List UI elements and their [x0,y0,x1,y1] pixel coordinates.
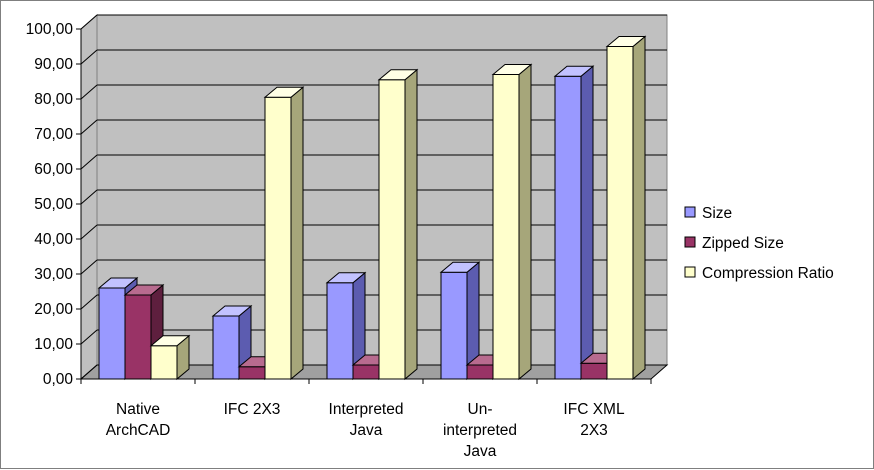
x-category-label-line: ArchCAD [106,422,171,439]
bar-front [580,362,608,380]
y-tick-label: 50,00 [34,196,73,213]
bar [439,261,481,381]
y-tick-label: 60,00 [34,161,73,178]
bar-top [149,335,191,347]
bar [491,63,533,381]
bar-front [98,287,126,380]
bar-front [466,364,494,380]
bar-side [290,86,304,381]
legend: Size Zipped Size Compression Ratio [684,205,834,282]
y-tick-label: 90,00 [34,56,73,73]
bar-front [238,366,266,380]
x-category-label-line: Java [464,443,497,460]
gridline-side [80,84,98,100]
bar-front [326,282,354,380]
gridline-side [80,14,98,30]
x-category-label: Interpreted Java [329,401,404,439]
bar-top [97,277,139,289]
bar-front [124,294,152,380]
bar-side [404,68,418,381]
y-tick-label: 70,00 [34,126,73,143]
gridline-side [80,189,98,205]
gridline-side [80,329,98,345]
bar-front [606,46,634,380]
gridline-side [80,294,98,310]
bar-front [212,315,240,380]
gridline-side [80,119,98,135]
y-tick-label: 20,00 [34,301,73,318]
x-category-label: Un-interpreted Java [443,401,517,460]
gridline-side [80,259,98,275]
legend-label: Size [702,205,732,222]
x-category-label-line: Native [116,401,160,418]
legend-label: Compression Ratio [702,265,834,282]
bar-top [211,305,253,317]
bar-top [123,284,165,296]
bar-front [264,96,292,380]
bar-top [439,261,481,273]
x-category-label-line: Un- [468,401,493,418]
bar [553,65,595,381]
bar-front [150,345,178,380]
bar-front [378,79,406,380]
x-category-label: IFC 2X3 [224,401,281,418]
x-category-label-line: IFC XML [563,401,625,418]
bar-front [492,74,520,380]
bar-side [518,63,532,381]
bar-top [491,64,533,75]
bar-top [325,272,367,284]
bar-front [440,271,468,380]
bar-top [263,86,305,98]
x-category-label-line: interpreted [443,422,517,439]
bar-top [553,65,595,77]
bar-top [377,69,419,81]
gridline-side [80,154,98,170]
x-category-label: IFC XML 2X3 [563,401,625,439]
bar [377,68,419,381]
legend-swatch [684,236,696,248]
x-category-label: Native ArchCAD [106,401,171,439]
bar [605,35,647,381]
y-tick-label: 10,00 [34,336,73,353]
bar [325,271,367,381]
bar-side [580,65,594,381]
gridline-side [80,224,98,240]
bar-front [554,75,582,380]
bar-top [605,36,647,47]
y-tick-label: 0,00 [43,371,74,388]
bar [263,86,305,381]
legend-label: Zipped Size [702,235,784,252]
y-tick-label: 40,00 [34,231,73,248]
x-category-label-line: Interpreted [329,401,404,418]
x-category-label-line: IFC 2X3 [224,401,281,418]
legend-swatch [684,206,696,218]
x-category-label-line: 2X3 [580,422,608,439]
y-tick-label: 80,00 [34,91,73,108]
bar-front [352,364,380,380]
bar-side [632,35,646,381]
legend-swatch [684,266,696,278]
y-tick-label: 100,00 [26,21,74,38]
y-tick-label: 30,00 [34,266,73,283]
bar [149,334,191,381]
bars [97,35,647,381]
gridline-side [80,364,98,380]
gridline-side [80,49,98,65]
x-category-label-line: Java [350,422,383,439]
